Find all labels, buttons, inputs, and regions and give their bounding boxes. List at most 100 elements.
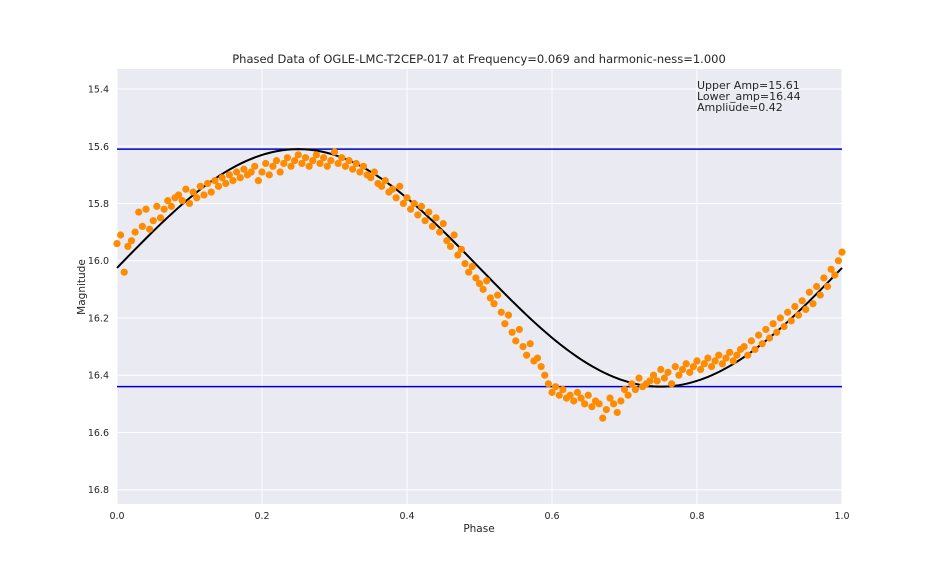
data-point <box>552 383 560 391</box>
grid-lines <box>116 69 843 504</box>
data-point <box>729 357 737 365</box>
data-point <box>399 199 407 208</box>
data-point <box>160 205 168 213</box>
data-point <box>370 168 378 176</box>
data-point <box>570 397 578 405</box>
data-point <box>251 162 259 170</box>
data-point <box>338 154 346 162</box>
y-tick-label: 16.2 <box>88 313 109 324</box>
data-point <box>744 351 752 359</box>
data-point <box>581 400 589 408</box>
data-point <box>805 288 813 296</box>
data-point <box>428 222 436 231</box>
data-point <box>559 385 567 394</box>
data-point <box>265 171 273 179</box>
x-tick-label: 0.0 <box>109 511 124 522</box>
data-point <box>330 148 339 156</box>
data-point <box>156 214 165 222</box>
data-point <box>635 374 643 382</box>
x-tick-label: 1.0 <box>834 511 849 522</box>
data-point <box>747 337 755 345</box>
data-point <box>233 168 241 176</box>
fit-curve-group <box>116 148 843 388</box>
y-tick-label: 15.8 <box>88 199 109 210</box>
data-point <box>486 294 494 302</box>
data-point <box>312 151 320 159</box>
data-point <box>660 374 668 382</box>
data-point <box>816 291 824 299</box>
data-point <box>599 414 607 422</box>
data-point <box>167 202 175 210</box>
data-point <box>396 182 404 190</box>
data-point <box>153 202 161 210</box>
x-tick-label: 0.4 <box>399 511 414 522</box>
data-point <box>715 351 723 359</box>
data-point <box>475 280 484 288</box>
y-tick-label: 15.6 <box>88 142 109 153</box>
y-tick-label: 16.6 <box>88 428 109 439</box>
data-point <box>765 334 774 342</box>
y-tick-label: 16.0 <box>88 256 109 267</box>
data-point <box>225 171 233 179</box>
data-point <box>135 208 143 216</box>
data-point <box>573 388 581 396</box>
data-point <box>305 162 313 170</box>
data-point <box>649 371 658 379</box>
data-point <box>794 311 803 319</box>
data-point <box>247 168 255 176</box>
data-point <box>229 177 237 185</box>
data-point <box>526 340 534 348</box>
data-point <box>784 308 792 316</box>
x-tick-labels: 0.0 0.2 0.4 0.6 0.8 1.0 <box>109 511 849 522</box>
data-point <box>671 363 679 371</box>
data-point <box>421 217 429 225</box>
data-point <box>138 222 146 231</box>
data-point <box>541 371 549 379</box>
data-point <box>214 182 223 190</box>
data-point <box>117 231 125 239</box>
data-point <box>523 351 531 359</box>
data-point <box>827 265 835 273</box>
data-point <box>588 403 596 411</box>
data-point <box>218 174 226 182</box>
data-point <box>490 300 498 308</box>
data-point <box>182 185 190 193</box>
data-points <box>113 148 846 422</box>
data-point <box>689 363 697 371</box>
data-point <box>823 282 832 291</box>
data-point <box>776 314 784 322</box>
data-point <box>606 394 614 402</box>
data-point <box>533 354 542 362</box>
data-point <box>417 202 426 210</box>
x-tick-label: 0.6 <box>544 511 559 522</box>
y-axis-label: Magnitude <box>76 259 88 315</box>
y-tick-label: 16.4 <box>88 371 109 382</box>
data-point <box>682 360 690 368</box>
data-point <box>352 159 360 168</box>
data-point <box>787 317 795 325</box>
data-point <box>457 245 465 253</box>
data-point <box>222 179 230 188</box>
data-point <box>450 231 458 239</box>
y-tick-label: 16.8 <box>88 485 109 496</box>
data-point <box>388 185 397 193</box>
data-point <box>204 179 212 188</box>
data-point <box>378 182 386 190</box>
y-tick-label: 15.4 <box>88 85 109 96</box>
annotation-amplitude: Ampliude=0.42 <box>697 101 783 114</box>
data-point <box>740 342 748 351</box>
data-point <box>838 248 846 256</box>
data-point <box>758 340 766 348</box>
data-point <box>834 257 842 265</box>
data-point <box>381 177 389 185</box>
data-point <box>548 388 556 396</box>
data-point <box>298 159 306 168</box>
x-tick-label: 0.8 <box>689 511 704 522</box>
data-point <box>345 156 353 165</box>
data-point <box>309 156 317 165</box>
data-point <box>595 400 603 408</box>
data-point <box>602 405 610 414</box>
data-point <box>436 228 444 236</box>
data-point <box>755 331 763 339</box>
data-point <box>820 274 828 282</box>
